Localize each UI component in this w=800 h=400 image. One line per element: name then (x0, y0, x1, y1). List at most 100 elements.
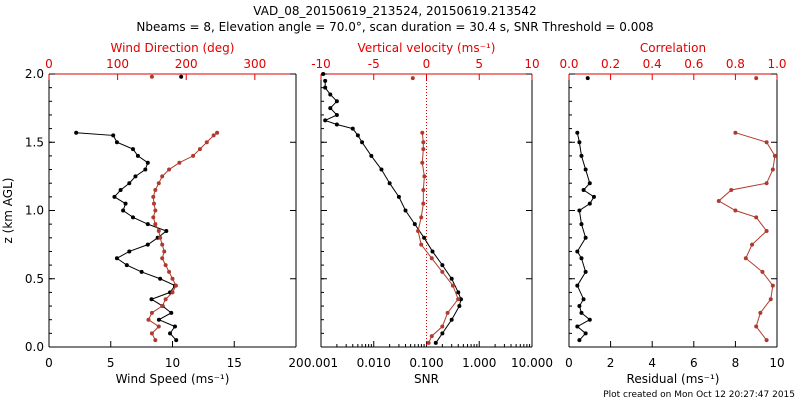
wind-direction-point (167, 167, 172, 172)
snr-point (334, 112, 339, 117)
wind-speed-point (123, 201, 128, 206)
wind-direction-point (153, 222, 158, 227)
residual-point (591, 194, 596, 199)
snr-point (449, 276, 454, 281)
x-top-axis-label: Wind Direction (deg) (111, 41, 235, 55)
x-bottom-tick-label: 0 (45, 356, 53, 370)
x-top-tick-label: -5 (368, 57, 380, 71)
vertical-velocity-point (420, 160, 425, 165)
wind-speed-point (121, 208, 126, 213)
wind-direction-point (162, 249, 167, 254)
vertical-velocity-point (440, 324, 445, 329)
wind-direction-point (167, 269, 172, 274)
vertical-velocity-point (429, 334, 434, 339)
wind-direction-point (156, 181, 161, 186)
x-bottom-tick-label: 0 (565, 356, 573, 370)
x-top-axis-label: Vertical velocity (ms⁻¹) (358, 41, 496, 55)
wind-direction-point (163, 297, 168, 302)
correlation-point (770, 283, 775, 288)
wind-speed-point (139, 269, 144, 274)
wind-speed-point (149, 297, 154, 302)
snr-point (369, 153, 374, 158)
x-bottom-tick-label: 0.010 (357, 356, 391, 370)
wind-direction-point (156, 324, 161, 329)
wind-speed-point (179, 74, 184, 79)
snr-point (422, 235, 427, 240)
wind-direction-point (163, 263, 168, 268)
correlation-point (729, 188, 734, 193)
wind-speed-point (158, 276, 163, 281)
residual-point (575, 249, 580, 254)
snr-point (323, 78, 328, 83)
x-top-tick-label: 5 (475, 57, 483, 71)
wind-speed-point (145, 160, 150, 165)
snr-point (379, 167, 384, 172)
snr-point (328, 92, 333, 97)
residual-point (587, 181, 592, 186)
snr-point (321, 72, 326, 76)
wind-direction-point (153, 208, 158, 213)
snr-point (334, 122, 339, 127)
wind-speed-point (74, 130, 79, 135)
x-bottom-tick-label: 20 (288, 356, 303, 370)
correlation-point (764, 181, 769, 186)
wind-direction-point (197, 147, 202, 152)
y-tick-label: 0.0 (25, 340, 44, 354)
correlation-point (764, 338, 769, 343)
vertical-velocity-point (422, 174, 427, 179)
wind-speed-point (169, 310, 174, 315)
x-bottom-tick-label: 8 (732, 356, 740, 370)
wind-direction-point (204, 140, 209, 145)
x-top-tick-label: 0.2 (601, 57, 620, 71)
wind-direction-point (151, 201, 156, 206)
plot-created-footer: Plot created on Mon Oct 12 20:27:47 2015 (603, 390, 795, 400)
residual-point (575, 283, 580, 288)
x-bottom-tick-label: 6 (690, 356, 698, 370)
wind-direction-point (146, 317, 151, 322)
wind-speed-point (145, 242, 150, 247)
wind-speed-point (156, 317, 161, 322)
y-tick-label: 1.5 (25, 135, 44, 149)
vertical-velocity-point (421, 201, 426, 206)
x-bottom-tick-label: 15 (227, 356, 242, 370)
wind-speed-point (127, 249, 132, 254)
wind-direction-point (160, 256, 165, 261)
correlation-point (770, 167, 775, 172)
wind-speed-point (124, 263, 129, 268)
snr-point (360, 140, 365, 145)
x-bottom-tick-label: 0.001 (304, 356, 338, 370)
x-bottom-axis-label: Residual (ms⁻¹) (627, 372, 720, 386)
residual-point (577, 208, 582, 213)
x-top-tick-label: 0 (423, 57, 431, 71)
snr-point (350, 126, 355, 131)
vertical-velocity-point (419, 242, 424, 247)
wind-speed-point (172, 324, 177, 329)
vertical-velocity-line (417, 132, 459, 344)
snr-point (458, 297, 463, 302)
vertical-velocity-point (416, 228, 421, 233)
snr-point (328, 106, 333, 111)
snr-point (355, 133, 360, 138)
snr-point (430, 249, 435, 254)
panel-residual-correlation: 0 2 4 6 8 10 0.0 0.2 0.4 0.6 0.8 1.0 Residual (ms⁻¹)… (559, 41, 786, 386)
wind-speed-point (111, 133, 116, 138)
residual-point (579, 310, 584, 315)
wind-direction-point (160, 242, 165, 247)
wind-speed-point (130, 147, 135, 152)
residual-point (583, 235, 588, 240)
vertical-velocity-point (421, 140, 426, 145)
residual-point (587, 201, 592, 206)
snr-point (433, 340, 438, 345)
wind-direction-point (149, 310, 154, 315)
wind-speed-point (174, 338, 179, 343)
wind-direction-point (173, 283, 178, 288)
residual-point (583, 269, 588, 274)
wind-speed-point (143, 167, 148, 172)
y-tick-label: 1.0 (25, 204, 44, 218)
correlation-point (764, 228, 769, 233)
wind-direction-point (158, 235, 163, 240)
vertical-velocity-point (456, 297, 461, 302)
wind-direction-point (153, 338, 158, 343)
correlation-point (758, 310, 763, 315)
